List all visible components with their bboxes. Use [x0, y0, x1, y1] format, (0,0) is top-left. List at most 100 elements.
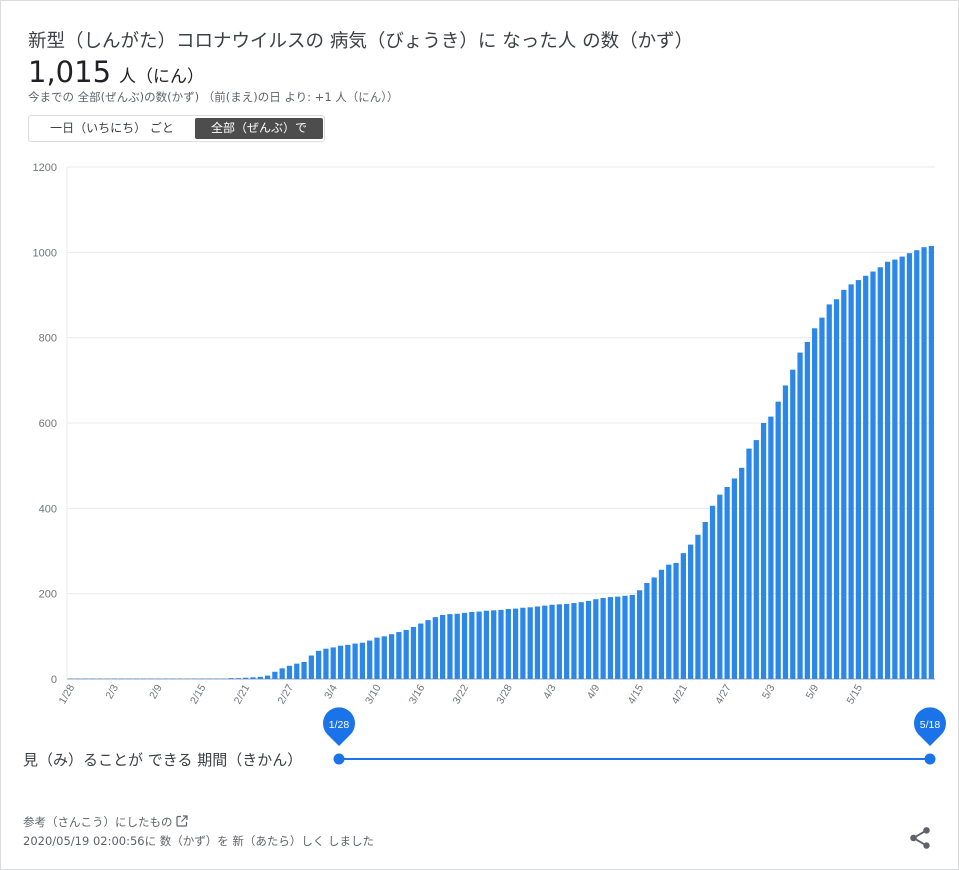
x-tick-label: 4/21	[669, 682, 690, 706]
x-tick-label: 4/27	[713, 682, 734, 706]
bar	[870, 271, 876, 679]
bar	[877, 267, 883, 679]
bar	[286, 665, 293, 679]
bar	[775, 401, 781, 679]
bar	[483, 610, 490, 679]
total-unit: 人（にん）	[119, 67, 205, 87]
cumulative-toggle-button[interactable]: 全部（ぜんぶ）で	[195, 118, 323, 139]
bar	[498, 609, 504, 679]
bar	[410, 626, 417, 679]
range-start-marker[interactable]: 1/28	[323, 707, 355, 746]
bar	[425, 620, 431, 679]
bar	[578, 602, 584, 679]
bar	[352, 643, 358, 679]
x-tick-label: 2/3	[103, 682, 121, 701]
bar	[396, 632, 402, 679]
x-tick-label: 3/22	[451, 682, 472, 706]
bar	[264, 675, 271, 679]
x-tick-label: 5/3	[760, 682, 778, 701]
bar	[826, 304, 832, 679]
bar	[797, 352, 803, 679]
x-tick-label: 5/15	[844, 682, 865, 706]
bar	[673, 562, 679, 679]
bar	[542, 605, 548, 679]
y-tick-label: 400	[39, 503, 57, 515]
bar	[629, 594, 635, 679]
bar	[695, 534, 701, 679]
external-link-icon	[176, 815, 188, 827]
x-tick-label: 2/21	[232, 682, 253, 706]
bar	[512, 608, 519, 679]
bar-chart: 0 200 400 600 800 1000 1200 1/28 2/3 2/9 2/15 2/21 2…	[33, 162, 935, 706]
bar	[447, 614, 453, 679]
x-tick-label: 4/9	[585, 682, 603, 701]
bar	[388, 634, 395, 679]
bar	[833, 299, 840, 679]
x-tick-label: 1/28	[57, 682, 78, 706]
share-icon[interactable]	[907, 825, 933, 851]
view-toggle: 一日（いちにち） ごと 全部（ぜんぶ）で	[28, 115, 325, 142]
bar	[724, 487, 730, 679]
bar	[615, 596, 621, 679]
bar	[250, 677, 256, 679]
bar	[892, 259, 898, 679]
bar	[520, 607, 526, 679]
bar	[680, 553, 686, 679]
range-end-handle[interactable]	[924, 753, 936, 765]
bar	[403, 629, 409, 679]
x-tick-label: 2/15	[188, 682, 209, 706]
bar	[731, 478, 738, 679]
x-tick-label: 3/16	[407, 682, 428, 706]
bar	[658, 569, 665, 679]
bar	[367, 640, 373, 679]
bar	[316, 650, 322, 679]
bar	[228, 678, 234, 679]
range-start-handle[interactable]	[333, 753, 345, 765]
bar	[884, 261, 891, 679]
range-end-marker[interactable]: 5/18	[914, 707, 946, 746]
date-range-slider: 1/28 5/18	[323, 707, 946, 765]
bar	[243, 677, 249, 679]
source-link[interactable]: 参考（さんこう）にしたもの	[23, 814, 188, 830]
bar	[666, 564, 672, 679]
total-subtitle: 今までの 全部(ぜんぶ)の数(かず) （前(まえ)の日 より: +1 人（にん）…	[28, 90, 399, 104]
bar	[739, 467, 745, 679]
bar	[607, 597, 614, 679]
bar	[491, 610, 497, 679]
total-value: 1,015	[28, 55, 112, 89]
bar	[600, 597, 606, 679]
bar	[636, 590, 643, 679]
bar	[746, 448, 752, 679]
y-tick-label: 600	[39, 418, 57, 430]
bar	[527, 607, 533, 679]
bar	[359, 642, 366, 679]
range-label: 見（み）ることが できる 期間（きかん）	[23, 751, 303, 769]
bar	[702, 521, 708, 679]
bar	[301, 661, 307, 679]
daily-toggle-button[interactable]: 一日（いちにち） ごと	[50, 121, 174, 135]
bar	[235, 678, 242, 679]
y-tick-label: 1200	[33, 162, 57, 174]
x-tick-label: 4/15	[626, 682, 647, 706]
bar	[768, 416, 774, 679]
bar	[476, 611, 482, 679]
x-tick-label: 4/3	[541, 682, 559, 701]
bar	[760, 423, 767, 679]
bar	[906, 253, 913, 679]
bar	[782, 385, 789, 679]
bar	[819, 317, 825, 679]
bar	[914, 250, 920, 679]
last-updated: 2020/05/19 02:00:56に 数（かず）を 新（あたら）しく しまし…	[23, 834, 375, 848]
bar	[564, 603, 570, 679]
bar	[593, 599, 599, 679]
bar	[841, 289, 847, 679]
bar	[323, 648, 329, 679]
bar	[812, 328, 818, 679]
bar	[330, 647, 336, 679]
y-tick-label: 200	[39, 589, 57, 601]
range-end-label: 5/18	[920, 719, 941, 731]
bar	[585, 600, 592, 679]
bar	[855, 280, 862, 679]
bar	[257, 676, 263, 679]
y-tick-label: 0	[51, 674, 57, 686]
